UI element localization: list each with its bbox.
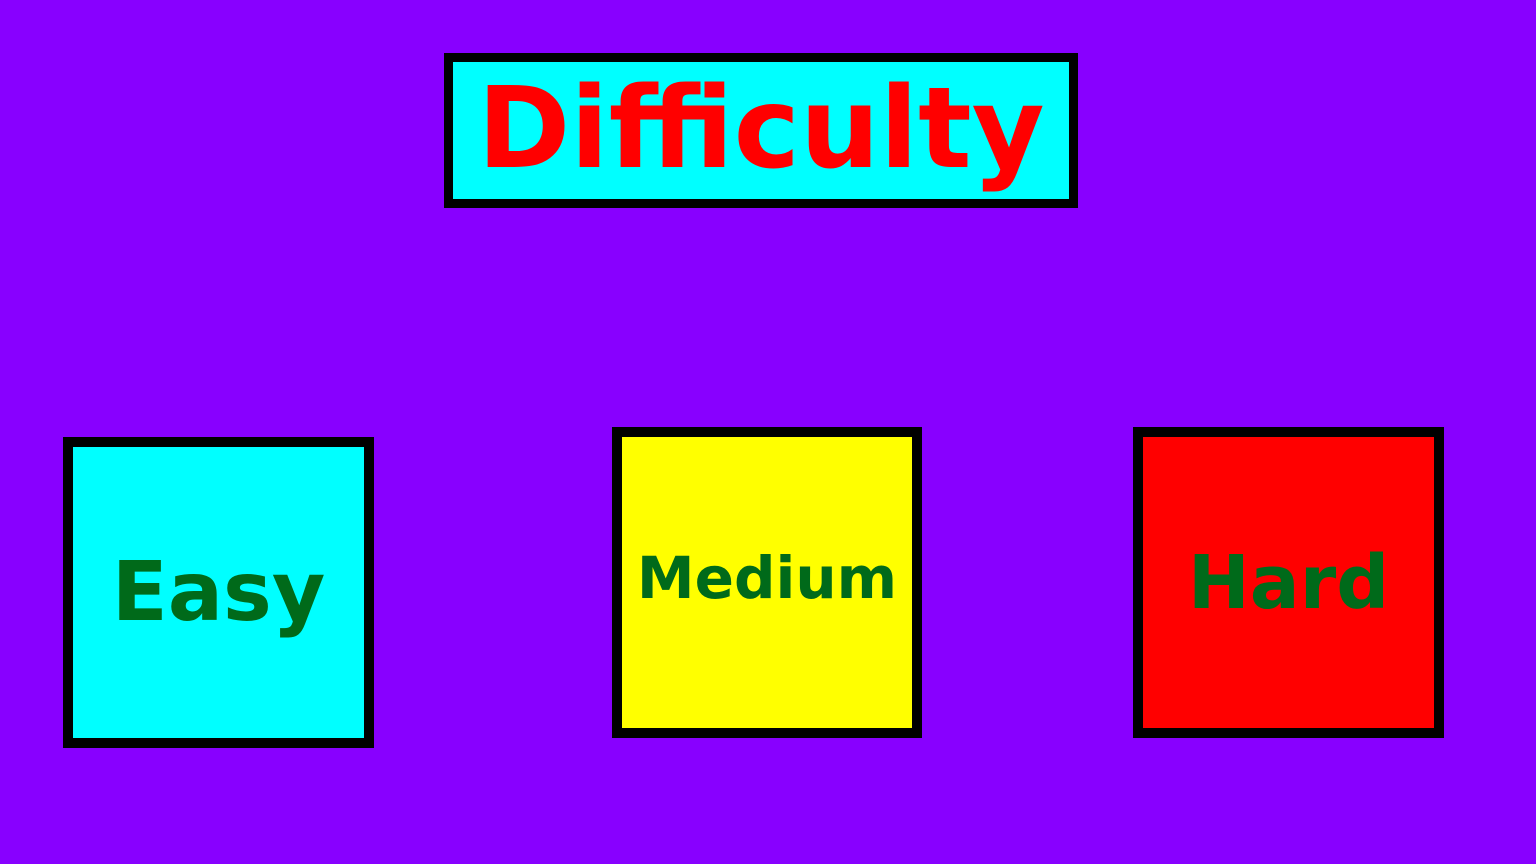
- medium-button[interactable]: Medium: [612, 427, 922, 738]
- medium-label: Medium: [636, 543, 898, 612]
- easy-button[interactable]: Easy: [63, 437, 374, 748]
- hard-label: Hard: [1187, 539, 1390, 626]
- title-box: Difficulty: [444, 53, 1078, 208]
- hard-button[interactable]: Hard: [1133, 427, 1444, 738]
- easy-label: Easy: [111, 544, 326, 640]
- page-title: Difficulty: [477, 63, 1045, 194]
